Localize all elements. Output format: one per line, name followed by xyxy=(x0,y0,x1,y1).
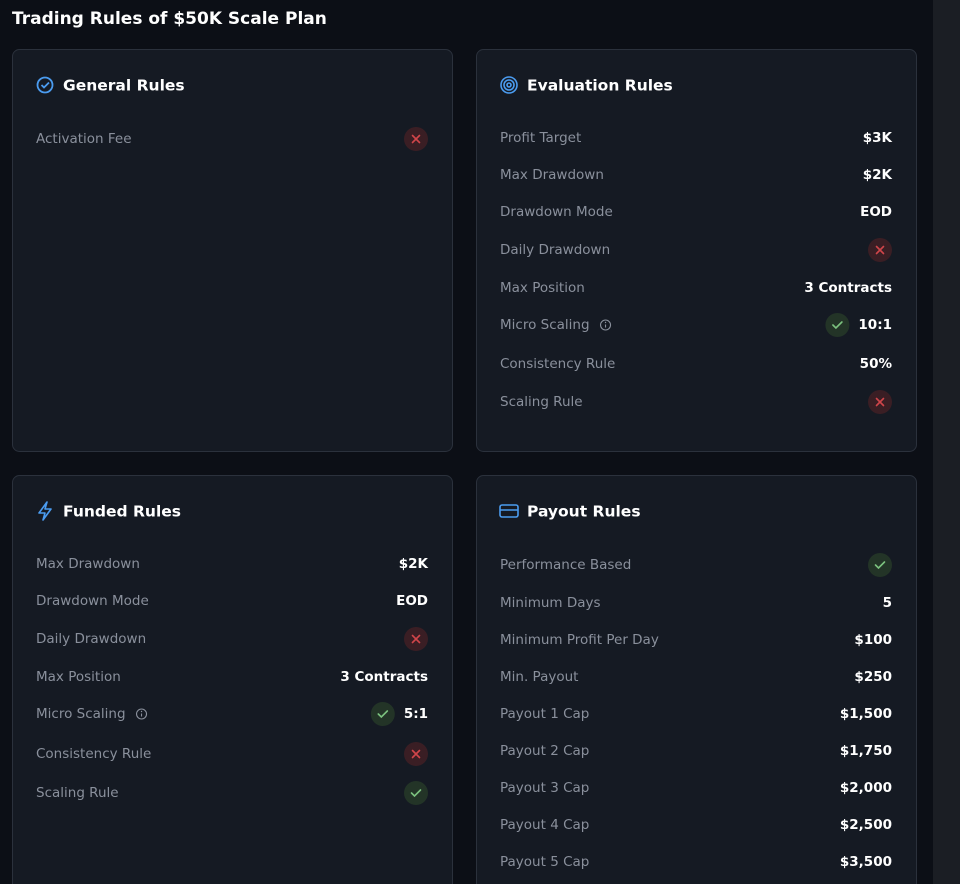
card-title: Funded Rules xyxy=(63,503,181,521)
rule-card xyxy=(476,49,917,452)
card-title: Evaluation Rules xyxy=(527,77,673,95)
header-icon xyxy=(40,81,50,89)
check-icon xyxy=(874,561,886,570)
header-icon xyxy=(38,501,52,521)
rule-label: Max Drawdown xyxy=(500,167,604,183)
check-badge xyxy=(868,553,892,577)
rule-label: Micro Scaling xyxy=(500,317,590,333)
rule-value: $2,000 xyxy=(840,780,892,796)
rule-label: Profit Target xyxy=(500,130,581,146)
check-badge xyxy=(370,702,395,726)
rule-value: $3,500 xyxy=(840,854,892,870)
rule-label: Payout 4 Cap xyxy=(500,817,589,833)
rule-value: 10:1 xyxy=(858,317,892,333)
rule-label: Payout 5 Cap xyxy=(500,854,589,870)
rule-value: EOD xyxy=(396,593,428,609)
rule-value: $2K xyxy=(399,556,429,572)
rule-value: $2K xyxy=(863,167,893,183)
rule-value: $3K xyxy=(863,130,893,146)
card-title: Payout Rules xyxy=(527,503,641,521)
scrollbar-track xyxy=(933,0,960,884)
rule-label: Daily Drawdown xyxy=(36,631,146,647)
check-icon xyxy=(377,710,389,719)
rule-label: Min. Payout xyxy=(500,669,578,685)
cross-icon xyxy=(875,245,885,255)
rule-label: Drawdown Mode xyxy=(36,593,149,609)
rule-label: Micro Scaling xyxy=(36,706,126,722)
rule-label: Max Position xyxy=(500,280,585,296)
rule-label: Payout 2 Cap xyxy=(500,743,589,759)
check-icon xyxy=(832,321,843,330)
rule-value: $2,500 xyxy=(840,817,892,833)
rule-label: Scaling Rule xyxy=(500,394,583,410)
header-icon xyxy=(499,504,519,518)
rule-value: 3 Contracts xyxy=(804,280,892,296)
rule-label: Consistency Rule xyxy=(500,356,615,372)
rule-label: Payout 1 Cap xyxy=(500,706,589,722)
rule-label: Scaling Rule xyxy=(36,785,119,801)
rule-value: $1,500 xyxy=(840,706,892,722)
header-icon xyxy=(500,76,518,94)
info-icon xyxy=(599,319,612,331)
rule-card xyxy=(12,49,453,452)
rule-label: Drawdown Mode xyxy=(500,204,613,220)
header-icon xyxy=(36,76,54,94)
rule-label: Activation Fee xyxy=(36,131,132,147)
cross-icon xyxy=(411,749,421,759)
check-badge xyxy=(404,781,428,805)
rule-label: Minimum Days xyxy=(500,595,601,611)
rule-value: $250 xyxy=(854,669,892,685)
check-icon xyxy=(410,789,422,798)
rule-value: EOD xyxy=(860,204,892,220)
rule-label: Max Position xyxy=(36,669,121,685)
rule-label: Performance Based xyxy=(500,557,631,573)
info-icon xyxy=(135,708,148,720)
cross-icon xyxy=(411,134,421,144)
rule-label: Payout 3 Cap xyxy=(500,780,589,796)
rule-label: Consistency Rule xyxy=(36,746,151,762)
cross-icon xyxy=(411,634,421,644)
rule-value: 3 Contracts xyxy=(340,669,428,685)
rule-value: 5 xyxy=(883,595,892,611)
card-title: General Rules xyxy=(63,77,185,95)
rule-value: 50% xyxy=(860,356,893,372)
rule-label: Max Drawdown xyxy=(36,556,140,572)
page-title: Trading Rules of $50K Scale Plan xyxy=(12,9,327,29)
info-icon xyxy=(604,321,607,324)
rule-value: 5:1 xyxy=(404,706,428,722)
rule-card xyxy=(476,475,917,884)
header-icon xyxy=(506,82,512,88)
info-icon xyxy=(140,710,143,713)
check-badge xyxy=(825,313,850,337)
rule-label: Daily Drawdown xyxy=(500,242,610,258)
rule-value: $100 xyxy=(854,632,892,648)
cross-icon xyxy=(875,397,885,407)
rule-label: Minimum Profit Per Day xyxy=(500,632,659,648)
rule-card xyxy=(12,475,453,884)
rule-value: $1,750 xyxy=(840,743,892,759)
header-icon xyxy=(503,79,515,91)
